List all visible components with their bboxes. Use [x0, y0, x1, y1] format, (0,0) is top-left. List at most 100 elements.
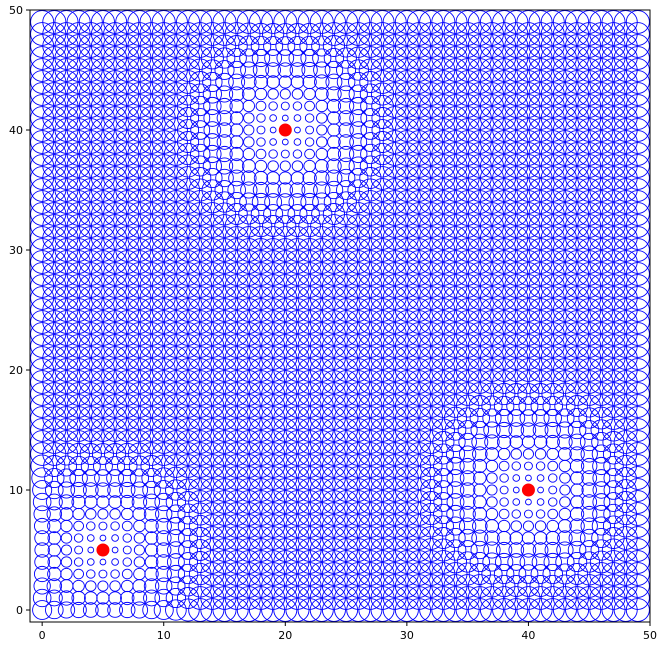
- grid-circle: [248, 394, 273, 418]
- grid-circle: [297, 382, 322, 406]
- grid-circle: [382, 358, 407, 382]
- grid-circle: [139, 346, 164, 370]
- grid-circle: [492, 274, 517, 298]
- grid-circle: [224, 454, 249, 478]
- grid-circle: [592, 481, 611, 499]
- grid-circle: [54, 430, 79, 454]
- grid-circle: [139, 370, 164, 394]
- grid-circle: [467, 334, 492, 358]
- grid-circle: [443, 562, 468, 586]
- grid-circle: [565, 298, 590, 322]
- grid-circle: [346, 322, 371, 346]
- grid-circle: [212, 262, 237, 286]
- grid-circle: [54, 10, 79, 34]
- grid-circle: [115, 442, 139, 466]
- grid-circle: [358, 574, 383, 598]
- grid-circle: [103, 190, 128, 214]
- grid-circle: [42, 46, 67, 70]
- grid-circle: [30, 442, 55, 466]
- grid-circle: [127, 214, 152, 238]
- grid-circle: [280, 149, 290, 159]
- grid-circle: [163, 178, 188, 202]
- grid-circle: [248, 466, 273, 490]
- grid-circle: [516, 346, 541, 370]
- grid-circle: [346, 454, 371, 478]
- grid-circle: [139, 406, 164, 430]
- grid-circle: [455, 574, 480, 598]
- grid-circle: [294, 126, 301, 134]
- grid-circle: [431, 82, 456, 106]
- grid-circle: [285, 574, 310, 598]
- grid-circle: [58, 590, 75, 606]
- grid-circle: [212, 550, 237, 574]
- grid-circle: [321, 526, 346, 550]
- grid-circle: [555, 552, 575, 572]
- grid-circle: [579, 528, 599, 548]
- grid-circle: [290, 75, 305, 89]
- grid-circle: [78, 166, 103, 190]
- grid-circle: [516, 154, 541, 178]
- grid-circle: [243, 112, 255, 124]
- grid-circle: [394, 130, 419, 154]
- grid-circle: [273, 274, 298, 298]
- grid-circle: [268, 101, 278, 111]
- grid-circle: [579, 420, 600, 440]
- grid-circle: [78, 178, 103, 202]
- grid-circle: [273, 442, 298, 466]
- grid-circle: [189, 95, 211, 117]
- grid-circle: [614, 442, 638, 466]
- grid-circle: [407, 406, 432, 430]
- grid-circle: [540, 286, 565, 310]
- grid-circle: [200, 310, 225, 334]
- grid-circle: [58, 494, 75, 510]
- grid-circle: [127, 322, 152, 346]
- grid-circle: [346, 370, 371, 394]
- grid-circle: [492, 82, 517, 106]
- grid-circle: [33, 577, 51, 595]
- grid-circle: [580, 445, 598, 463]
- grid-circle: [443, 238, 468, 262]
- grid-circle: [407, 538, 432, 562]
- grid-circle: [151, 202, 176, 226]
- grid-circle: [338, 110, 354, 126]
- grid-circle: [528, 274, 553, 298]
- grid-circle: [261, 514, 286, 538]
- grid-circle: [236, 394, 261, 418]
- grid-circle: [277, 182, 294, 198]
- grid-circle: [394, 46, 419, 70]
- grid-circle: [431, 322, 456, 346]
- grid-circle: [371, 94, 394, 118]
- grid-circle: [545, 434, 560, 450]
- grid-circle: [189, 143, 211, 165]
- grid-circle: [613, 178, 638, 202]
- grid-circle: [467, 286, 492, 310]
- grid-circle: [154, 588, 174, 608]
- grid-circle: [200, 262, 225, 286]
- grid-circle: [431, 262, 456, 286]
- grid-circle: [625, 346, 650, 370]
- grid-circle: [261, 10, 286, 34]
- grid-circle: [90, 262, 115, 286]
- grid-circle: [273, 322, 298, 346]
- grid-circle: [42, 82, 67, 106]
- grid-circle: [346, 346, 371, 370]
- grid-circle: [265, 62, 281, 78]
- grid-circle: [528, 118, 553, 142]
- grid-circle: [335, 47, 357, 69]
- grid-circle: [613, 154, 638, 178]
- grid-circle: [163, 238, 188, 262]
- grid-circle: [431, 418, 456, 442]
- grid-circle: [358, 526, 383, 550]
- grid-circle: [248, 346, 273, 370]
- grid-circle: [151, 70, 176, 94]
- grid-circle: [269, 114, 277, 122]
- grid-circle: [176, 358, 201, 382]
- grid-circle: [358, 310, 383, 334]
- grid-circle: [407, 166, 432, 190]
- grid-circle: [498, 508, 510, 520]
- grid-circle: [251, 48, 271, 68]
- grid-circle: [121, 520, 133, 532]
- grid-circle: [224, 562, 249, 586]
- grid-circle: [115, 178, 140, 202]
- grid-circle: [565, 214, 590, 238]
